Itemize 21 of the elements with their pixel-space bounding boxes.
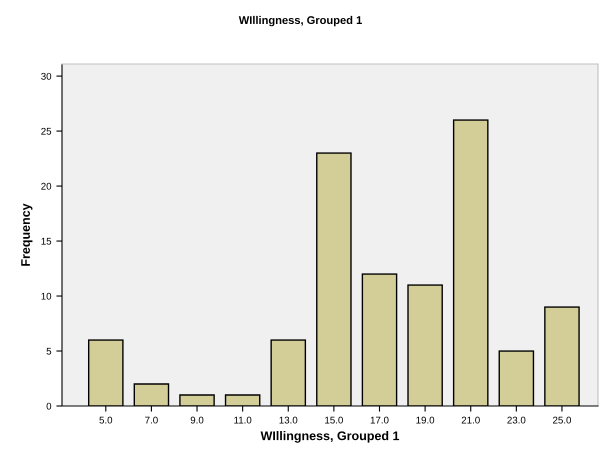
- y-tick-label: 0: [46, 402, 52, 410]
- x-tick-label: 15.0: [325, 416, 343, 424]
- x-tick-label: 5.0: [99, 416, 112, 424]
- y-tick-label: 15: [42, 238, 52, 245]
- y-tick-label: 25: [41, 128, 52, 135]
- x-tick-label: 21.0: [462, 416, 480, 424]
- x-tick-label: 13.0: [280, 416, 298, 424]
- x-tick-label: 23.0: [507, 416, 526, 424]
- x-tick-label: 19.0: [416, 416, 434, 424]
- x-tick-label: 17.0: [370, 416, 389, 424]
- x-tick-label: 9.0: [190, 416, 204, 424]
- x-tick-label: 7.0: [145, 416, 158, 424]
- y-tick-label: 5: [46, 348, 52, 355]
- y-axis-title: Frequency: [21, 203, 32, 266]
- x-axis-title: WIllingness, Grouped 1: [260, 431, 400, 443]
- x-tick-label: 25.0: [552, 416, 572, 424]
- y-tick-label: 30: [41, 72, 52, 80]
- x-tick-label: 11.0: [234, 416, 252, 424]
- y-tick-label: 10: [42, 292, 52, 300]
- y-tick-label: 20: [41, 182, 52, 190]
- chart-title: WIllingness, Grouped 1: [238, 16, 362, 26]
